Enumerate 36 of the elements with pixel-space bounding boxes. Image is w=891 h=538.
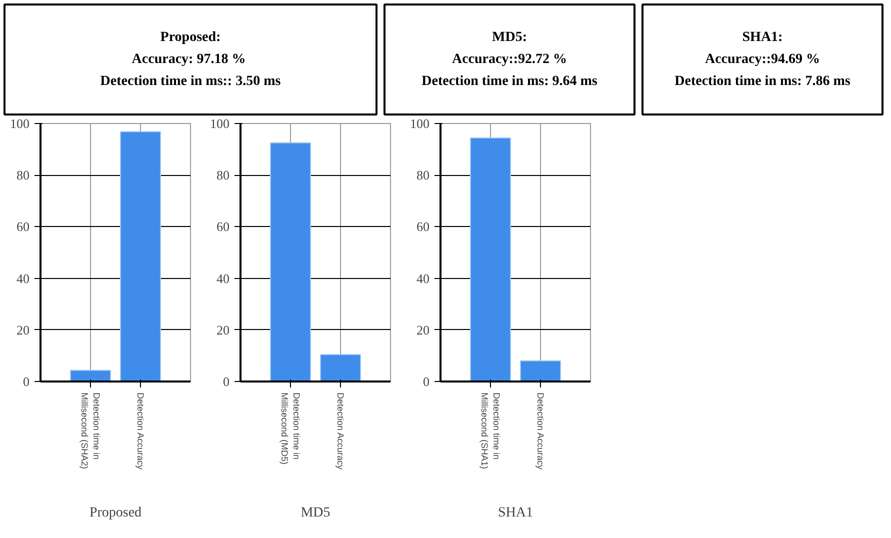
y-tick-label: 20 [416,322,430,338]
y-tick-label: 100 [210,116,230,131]
y-tick-label: 100 [10,116,30,131]
y-tick-label: 40 [16,270,30,286]
x-tick-label: Detection time in Millisecond (SHA2) [80,392,102,470]
text: Accuracy::92.72 % [452,52,568,67]
x-axis-title: MD5 [300,506,330,521]
text: MD5: [492,30,528,45]
y-tick-label: 80 [416,168,430,183]
text: Detection time in ms: 9.64 ms [422,74,598,89]
y-tick-label: 0 [23,374,30,389]
y-tick-label: 60 [16,219,30,234]
x-tick-label: Detection time in Millisecond (MD5) [280,392,302,465]
text: Accuracy::94.69 % [704,52,820,67]
y-tick-label: 40 [416,270,430,286]
y-tick-label: 0 [223,374,230,389]
y-tick-label: 60 [216,219,230,234]
y-tick-label: 40 [216,270,230,286]
text: Proposed: [160,30,221,45]
text: Detection time in ms:: 3.50 ms [100,74,282,89]
y-tick-label: 20 [216,322,230,338]
y-tick-label: 0 [423,374,430,389]
x-tick-label: Detection Accuracy [536,392,546,470]
x-tick-label: Detection Accuracy [336,392,346,470]
x-tick-label: Detection time in Millisecond (SHA1) [480,392,502,470]
y-tick-label: 20 [16,322,30,338]
y-tick-label: 100 [410,116,430,131]
text: Accuracy: 97.18 % [132,52,246,67]
x-axis-title: Proposed [89,506,142,521]
text: SHA1: [742,30,783,45]
y-tick-label: 80 [16,168,30,183]
y-tick-label: 60 [416,219,430,234]
text: Detection time in ms: 7.86 ms [674,74,851,89]
x-tick-label: Detection Accuracy [136,392,146,470]
x-axis-title: SHA1 [498,506,534,521]
y-tick-label: 80 [216,168,230,183]
